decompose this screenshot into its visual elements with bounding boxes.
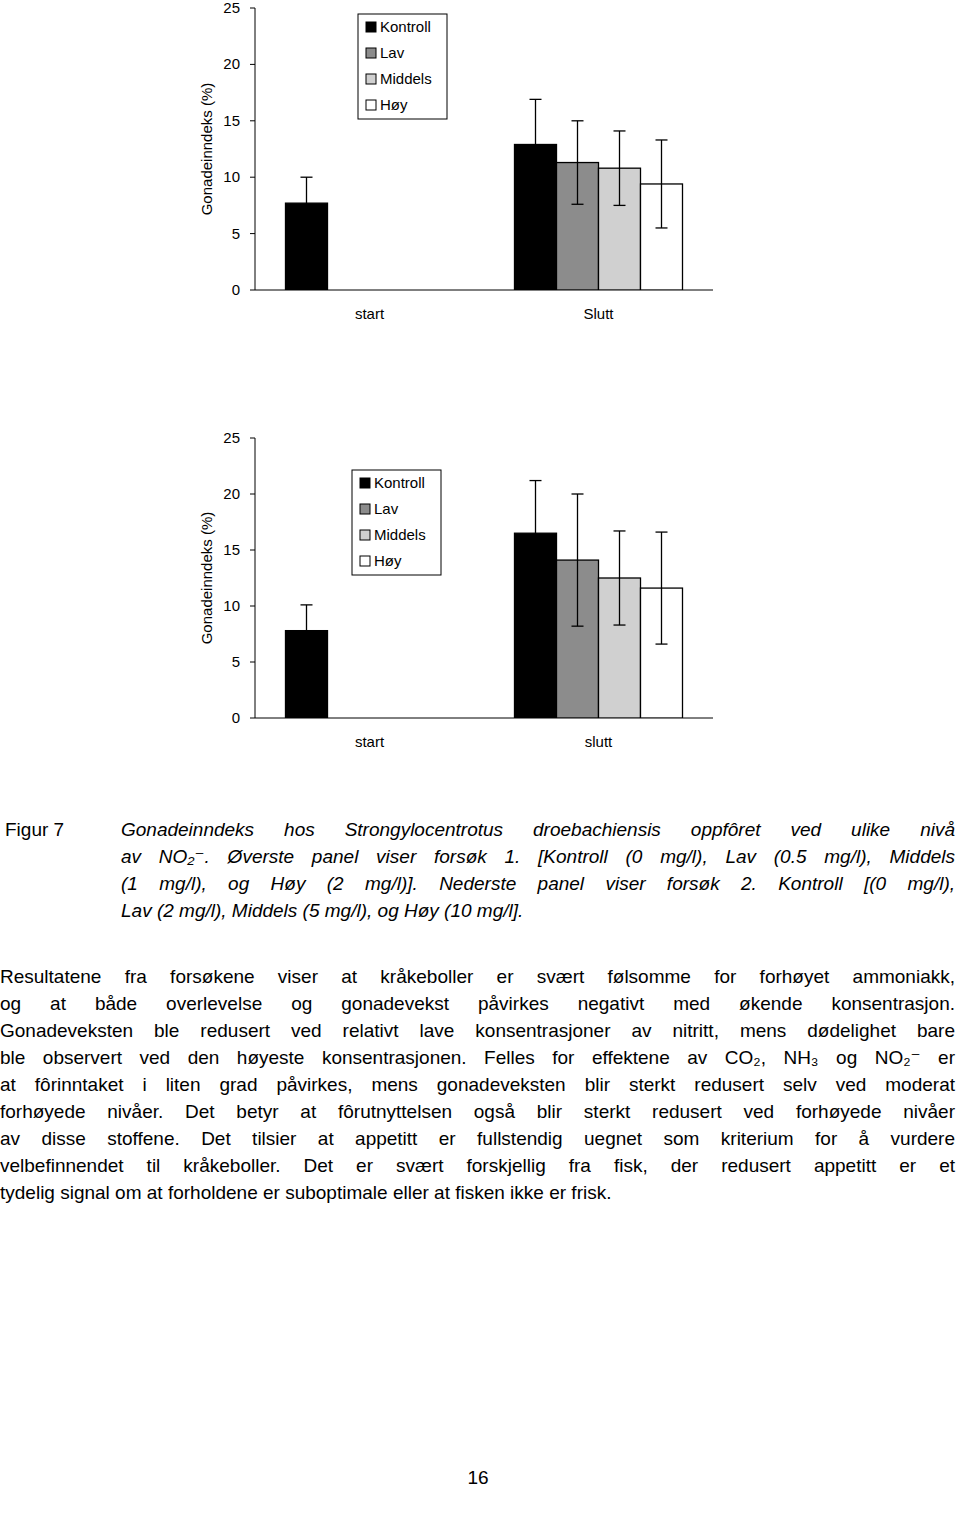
body-line: tydelig signal om at forholdene er subop…: [0, 1181, 955, 1205]
y-tick-label: 10: [223, 168, 240, 185]
plot-area: [286, 481, 683, 718]
chart: 0 5 10 15 20 25 Gonadeinndeks (%) start slutt Kon…: [198, 429, 713, 750]
legend-label: Lav: [374, 500, 399, 517]
legend-swatch: [360, 556, 370, 566]
y-tick-label: 0: [232, 281, 240, 298]
legend-label: Middels: [380, 70, 432, 87]
legend-box: [352, 470, 441, 575]
error-bar: [656, 532, 668, 644]
legend-swatch: [366, 100, 376, 110]
y-tick: [250, 550, 255, 551]
y-tick-label: 0: [232, 709, 240, 726]
plot-area: [286, 99, 683, 290]
body-line: Gonadeveksten ble redusert ved relativt …: [0, 1019, 955, 1043]
legend-swatch: [366, 48, 376, 58]
caption-line: Lav (2 mg/l), Middels (5 mg/l), og Høy (…: [121, 899, 955, 923]
y-tick: [250, 290, 255, 291]
error-bar: [301, 177, 313, 229]
error-bar: [301, 605, 313, 657]
y-tick: [250, 233, 255, 234]
y-tick-label: 25: [223, 429, 240, 446]
y-tick-label: 5: [232, 653, 240, 670]
caption-line: Gonadeinndeks hos Strongylocentrotus dro…: [121, 818, 955, 842]
category-label: start: [355, 733, 385, 750]
legend-swatch: [360, 530, 370, 540]
y-tick-label: 15: [223, 541, 240, 558]
body-line: at fôrinntaket i liten grad påvirkes, me…: [0, 1073, 955, 1097]
error-bar: [530, 99, 542, 189]
y-tick-label: 10: [223, 597, 240, 614]
legend-label: Lav: [380, 44, 405, 61]
legend: Kontroll Lav Middels Høy: [358, 14, 447, 119]
chart: 0 5 10 15 20 25 Gonadeinndeks (%) start Slutt Kon…: [198, 0, 713, 322]
error-bar: [530, 481, 542, 586]
error-bar: [656, 140, 668, 228]
y-axis-label: Gonadeinndeks (%): [198, 512, 215, 645]
y-tick: [250, 64, 255, 65]
y-tick: [250, 438, 255, 439]
category-label: slutt: [585, 733, 613, 750]
y-tick: [250, 606, 255, 607]
page-number: 16: [455, 1466, 501, 1490]
category-label: Slutt: [583, 305, 614, 322]
y-axis: [255, 438, 256, 718]
error-bar: [614, 131, 626, 205]
y-tick-label: 5: [232, 225, 240, 242]
y-tick: [250, 662, 255, 663]
y-axis-label: Gonadeinndeks (%): [198, 83, 215, 216]
y-tick: [250, 120, 255, 121]
y-axis: [255, 8, 256, 290]
legend-swatch: [360, 478, 370, 488]
legend-swatch: [360, 504, 370, 514]
error-bar: [614, 531, 626, 625]
error-bar: [572, 121, 584, 204]
y-tick: [250, 177, 255, 178]
legend-swatch: [366, 74, 376, 84]
legend-label: Middels: [374, 526, 426, 543]
y-tick: [250, 8, 255, 9]
body-line: av disse stoffene. Det tilsier at appeti…: [0, 1127, 955, 1151]
error-bar: [572, 494, 584, 626]
body-line: ble observert ved den høyeste konsentras…: [0, 1046, 955, 1070]
legend-label: Høy: [374, 552, 402, 569]
y-tick-label: 20: [223, 485, 240, 502]
body-line: velbefinnendet til kråkeboller. Det er s…: [0, 1154, 955, 1178]
body-line: Resultatene fra forsøkene viser at kråke…: [0, 965, 955, 989]
caption-line: av NO₂⁻. Øverste panel viser forsøk 1. […: [121, 845, 955, 869]
y-tick-label: 25: [223, 0, 240, 16]
caption-label: Figur 7: [5, 818, 64, 842]
body-line: og at både overlevelse og gonadevekst på…: [0, 992, 955, 1016]
figure: 0 5 10 15 20 25 Gonadeinndeks (%) start Slutt Kon…: [0, 0, 960, 780]
y-tick-label: 20: [223, 55, 240, 72]
y-tick-label: 15: [223, 112, 240, 129]
y-tick: [250, 494, 255, 495]
legend-label: Kontroll: [380, 18, 431, 35]
body-line: forhøyede nivåer. Det betyr at fôrutnytt…: [0, 1100, 955, 1124]
legend-label: Kontroll: [374, 474, 425, 491]
legend-label: Høy: [380, 96, 408, 113]
legend-box: [358, 14, 447, 119]
legend-swatch: [366, 22, 376, 32]
legend: Kontroll Lav Middels Høy: [352, 470, 441, 575]
y-tick: [250, 718, 255, 719]
category-label: start: [355, 305, 385, 322]
caption-line: (1 mg/l), og Høy (2 mg/l)]. Nederste pan…: [121, 872, 955, 896]
